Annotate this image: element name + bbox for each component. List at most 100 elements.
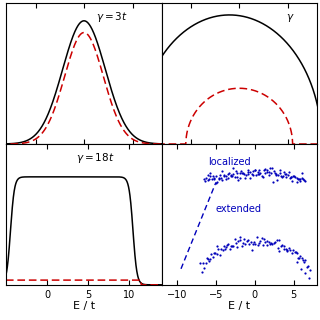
- Point: [220, 168, 225, 173]
- Point: [253, 167, 258, 172]
- Point: [264, 242, 269, 247]
- Point: [222, 172, 227, 177]
- Point: [210, 173, 215, 178]
- Point: [212, 250, 217, 255]
- Point: [269, 166, 275, 171]
- Point: [241, 236, 246, 241]
- Point: [255, 243, 260, 248]
- Point: [198, 261, 203, 266]
- Point: [273, 172, 278, 177]
- Point: [297, 177, 302, 182]
- Point: [248, 239, 253, 244]
- Text: $\gamma = 18t$: $\gamma = 18t$: [76, 151, 115, 165]
- Point: [206, 177, 212, 182]
- Point: [282, 171, 287, 176]
- Point: [286, 170, 291, 175]
- Point: [267, 166, 272, 171]
- Point: [208, 256, 213, 261]
- Point: [261, 168, 266, 173]
- Text: localized: localized: [208, 157, 251, 167]
- Point: [204, 255, 209, 260]
- Point: [201, 261, 206, 266]
- Point: [260, 174, 265, 179]
- Point: [281, 174, 286, 179]
- Point: [199, 269, 204, 274]
- Point: [294, 180, 300, 185]
- Point: [272, 171, 277, 176]
- Point: [207, 171, 212, 176]
- Point: [216, 246, 221, 252]
- Point: [268, 242, 273, 247]
- Point: [240, 171, 245, 176]
- Point: [259, 174, 264, 179]
- Point: [232, 237, 237, 242]
- Point: [288, 175, 293, 180]
- Point: [284, 171, 289, 176]
- Point: [283, 246, 288, 251]
- Point: [281, 169, 286, 174]
- Point: [300, 171, 305, 176]
- Point: [250, 241, 255, 246]
- X-axis label: E / t: E / t: [73, 301, 95, 311]
- Point: [215, 179, 220, 184]
- Point: [208, 173, 213, 178]
- Point: [216, 177, 221, 182]
- Point: [277, 248, 282, 253]
- Text: extended: extended: [216, 204, 262, 213]
- Text: $\gamma$: $\gamma$: [286, 12, 294, 24]
- Point: [228, 172, 233, 178]
- Point: [218, 252, 223, 258]
- Point: [219, 176, 224, 181]
- Point: [219, 177, 224, 182]
- Point: [222, 247, 228, 252]
- Point: [206, 258, 212, 263]
- Point: [263, 171, 268, 176]
- Point: [296, 177, 301, 182]
- Point: [202, 265, 207, 270]
- Point: [205, 256, 211, 261]
- Point: [245, 172, 250, 177]
- Point: [261, 236, 266, 241]
- Point: [229, 243, 234, 248]
- Point: [266, 239, 271, 244]
- Point: [248, 169, 253, 174]
- Point: [237, 175, 242, 180]
- Point: [287, 175, 292, 180]
- Point: [265, 169, 270, 174]
- Point: [282, 246, 287, 252]
- Point: [269, 240, 274, 245]
- Point: [210, 254, 215, 259]
- Point: [250, 247, 255, 252]
- Point: [307, 267, 312, 272]
- Point: [295, 260, 300, 265]
- Point: [305, 263, 310, 268]
- Point: [274, 178, 279, 183]
- Point: [255, 171, 260, 176]
- Point: [285, 248, 290, 253]
- Point: [242, 172, 247, 177]
- Point: [297, 178, 302, 183]
- Point: [280, 175, 285, 180]
- Point: [273, 240, 278, 245]
- Point: [303, 179, 308, 184]
- Point: [292, 173, 297, 179]
- Point: [247, 241, 252, 246]
- Point: [299, 266, 304, 271]
- Point: [232, 174, 237, 180]
- Point: [297, 253, 302, 259]
- Point: [249, 172, 254, 177]
- Point: [295, 175, 300, 180]
- Point: [279, 244, 284, 249]
- Point: [210, 177, 215, 182]
- Point: [259, 235, 264, 240]
- Point: [263, 239, 268, 244]
- Point: [227, 171, 232, 176]
- Point: [233, 168, 238, 173]
- Point: [257, 240, 262, 245]
- Point: [269, 242, 275, 247]
- Point: [287, 245, 292, 250]
- Point: [257, 239, 262, 244]
- Point: [211, 176, 216, 181]
- Point: [213, 180, 218, 185]
- Point: [219, 246, 224, 251]
